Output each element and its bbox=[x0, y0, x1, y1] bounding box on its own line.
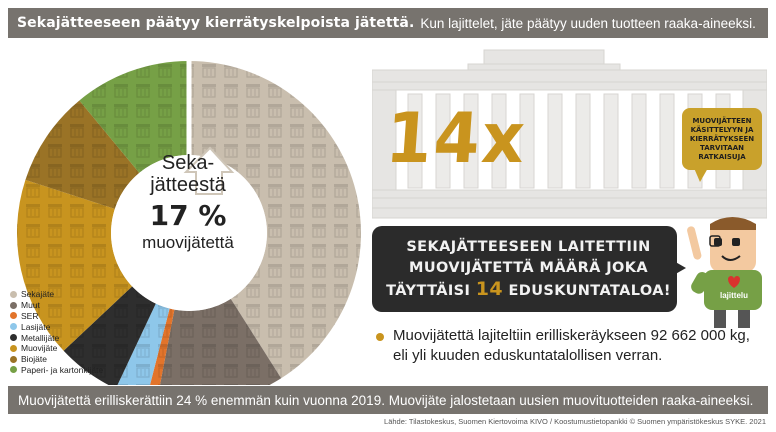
mascot-label: lajittelu bbox=[720, 291, 748, 300]
legend-label: Paperi- ja kartonkijäte bbox=[21, 364, 104, 375]
legend-swatch bbox=[10, 301, 17, 309]
header-title: Sekajätteeseen päätyy kierrätyskelpoista… bbox=[17, 15, 415, 31]
legend-item: Paperi- ja kartonkijäte bbox=[10, 365, 103, 376]
fact-item: Muovijätettä lajiteltiin erilliskeräykse… bbox=[376, 326, 761, 366]
source-credit: Lähde: Tilastokeskus, Suomen Kiertovoima… bbox=[384, 417, 766, 426]
bubble-tail bbox=[694, 168, 708, 182]
pie-slice-texture bbox=[25, 100, 140, 209]
legend-item: Lasijäte bbox=[10, 321, 103, 332]
pie-slice-texture bbox=[63, 286, 156, 385]
banner-line1: SEKAJÄTTEESEEN LAITETTIIN bbox=[406, 238, 651, 255]
multiplier-label: 14x bbox=[383, 98, 530, 179]
pie-slice-texture bbox=[17, 179, 133, 351]
legend-swatch bbox=[10, 355, 17, 363]
banner-line3-start: TÄYTTÄISI bbox=[386, 282, 471, 299]
footer-text: Muovijätettä erilliskerättiin 24 % enemm… bbox=[18, 392, 754, 408]
center-line3: muovijätettä bbox=[142, 233, 234, 252]
bubble-text: MUOVIJÄTTEEN KÄSITTELYYN JA KIERRÄTYKSEE… bbox=[689, 116, 755, 161]
mascot-illustration: lajittelu bbox=[687, 217, 762, 328]
legend-item: Metallijäte bbox=[10, 332, 103, 343]
legend-swatch bbox=[10, 344, 17, 352]
chart-legend: Sekajäte Muut SER Lasijäte Metallijäte M… bbox=[10, 289, 103, 375]
legend-swatch bbox=[10, 323, 17, 331]
legend-label: Lasijäte bbox=[21, 321, 51, 332]
header-subtitle: Kun lajittelet, jäte päätyy uuden tuotte… bbox=[420, 15, 756, 31]
banner-line2: MUOVIJÄTETTÄ MÄÄRÄ JOKA bbox=[409, 259, 648, 276]
banner-number: 14 bbox=[475, 277, 503, 300]
fact-text: Muovijätettä lajiteltiin erilliskeräykse… bbox=[393, 327, 750, 364]
header-bar: Sekajätteeseen päätyy kierrätyskelpoista… bbox=[8, 8, 768, 38]
pie-slice-texture bbox=[160, 298, 282, 385]
center-line2: jätteestä bbox=[150, 174, 226, 196]
legend-label: Muut bbox=[21, 300, 40, 311]
banner-tail bbox=[672, 260, 686, 276]
legend-swatch bbox=[10, 366, 17, 374]
arrow-icon bbox=[183, 146, 235, 195]
pie-slice-texture bbox=[149, 308, 175, 385]
donut-center-label: Seka- jätteestä 17 % muovijätettä bbox=[128, 152, 248, 253]
pie-slice-texture bbox=[189, 61, 361, 379]
legend-swatch bbox=[10, 312, 17, 320]
legend-item: Biojäte bbox=[10, 354, 103, 365]
bullet-icon bbox=[376, 333, 384, 341]
legend-swatch bbox=[10, 334, 17, 342]
center-line1: Seka- bbox=[161, 152, 215, 174]
banner-line3: TÄYTTÄISI 14 EDUSKUNTATALOA! bbox=[386, 277, 671, 302]
banner-line3-end: EDUSKUNTATALOA! bbox=[508, 282, 671, 299]
legend-swatch bbox=[10, 290, 17, 298]
waste-donut-chart bbox=[17, 59, 361, 385]
legend-item: Muovijäte bbox=[10, 343, 103, 354]
parliament-building-illustration bbox=[372, 49, 767, 219]
donut-hole bbox=[111, 155, 267, 311]
legend-item: Sekajäte bbox=[10, 289, 103, 300]
legend-label: Biojäte bbox=[21, 354, 47, 365]
legend-label: Muovijäte bbox=[21, 343, 58, 354]
pie-slice-texture bbox=[79, 61, 189, 173]
legend-label: Metallijäte bbox=[21, 332, 60, 343]
speech-bubble: MUOVIJÄTTEEN KÄSITTELYYN JA KIERRÄTYKSEE… bbox=[682, 108, 762, 170]
pie-slice-texture bbox=[117, 303, 170, 385]
footer-bar: Muovijätettä erilliskerättiin 24 % enemm… bbox=[8, 386, 768, 414]
legend-item: SER bbox=[10, 311, 103, 322]
comparison-banner: SEKAJÄTTEESEEN LAITETTIIN MUOVIJÄTETTÄ M… bbox=[372, 226, 677, 312]
legend-item: Muut bbox=[10, 300, 103, 311]
legend-label: SER bbox=[21, 310, 39, 321]
legend-label: Sekajäte bbox=[21, 289, 55, 300]
center-percentage: 17 % bbox=[149, 199, 227, 232]
